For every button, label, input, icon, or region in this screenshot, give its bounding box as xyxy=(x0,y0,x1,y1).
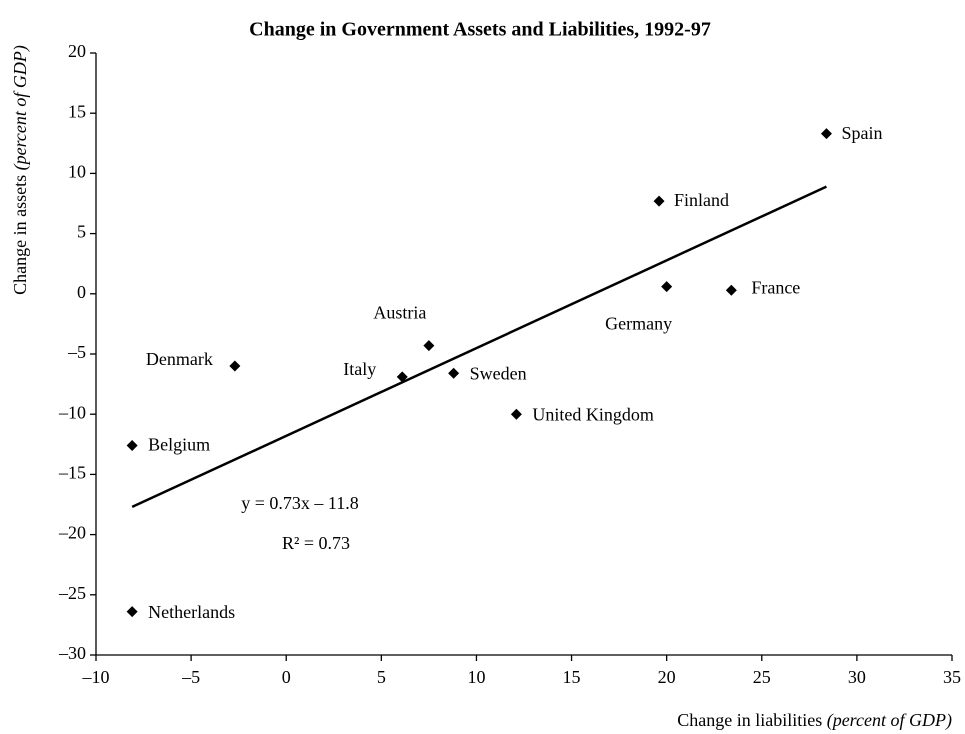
y-tick-label: –10 xyxy=(58,402,86,422)
x-tick-label: 30 xyxy=(848,667,866,687)
point xyxy=(396,371,408,383)
y-tick-label: –15 xyxy=(58,463,86,483)
y-tick-label: –25 xyxy=(58,583,86,603)
y-tick-label: –5 xyxy=(67,342,86,362)
y-tick-label: 5 xyxy=(77,222,86,242)
point-label: Netherlands xyxy=(148,602,235,622)
point xyxy=(661,281,673,293)
point xyxy=(423,340,435,352)
point-label: France xyxy=(751,277,800,297)
y-tick-label: –20 xyxy=(58,523,86,543)
x-tick-label: 35 xyxy=(943,667,961,687)
point-label: Germany xyxy=(605,314,672,334)
y-axis-label: Change in assets (percent of GDP) xyxy=(10,45,31,295)
x-tick-label: 5 xyxy=(377,667,386,687)
point xyxy=(725,284,737,296)
trendline xyxy=(131,185,827,509)
annotation: R² = 0.73 xyxy=(282,533,350,553)
x-tick-label: 10 xyxy=(467,667,485,687)
chart-title: Change in Government Assets and Liabilit… xyxy=(249,19,711,41)
y-tick-label: 0 xyxy=(77,282,86,302)
point xyxy=(448,367,460,379)
point xyxy=(510,408,522,420)
x-tick-label: 20 xyxy=(658,667,676,687)
y-axis-label-text: Change in assets xyxy=(10,175,30,295)
x-tick-label: 15 xyxy=(563,667,581,687)
point xyxy=(653,195,665,207)
x-axis-label-text: Change in liabilities xyxy=(677,710,822,730)
point xyxy=(126,606,138,618)
point-label: United Kingdom xyxy=(532,404,654,424)
point-label: Italy xyxy=(343,359,376,379)
point xyxy=(820,128,832,140)
point-label: Finland xyxy=(674,190,729,210)
y-tick-label: 20 xyxy=(68,41,86,61)
y-tick-label: 10 xyxy=(68,162,86,182)
point xyxy=(229,360,241,372)
point xyxy=(126,440,138,452)
y-axis-label-note: (percent of GDP) xyxy=(10,45,31,170)
x-tick-label: 0 xyxy=(282,667,291,687)
x-tick-label: –5 xyxy=(181,667,200,687)
y-tick-label: 15 xyxy=(68,101,86,121)
point-label: Belgium xyxy=(148,435,210,455)
x-axis-label: Change in liabilities (percent of GDP) xyxy=(677,710,952,731)
point-label: Sweden xyxy=(470,363,527,383)
annotation: y = 0.73x – 11.8 xyxy=(241,493,358,513)
x-tick-label: –10 xyxy=(82,667,110,687)
point-label: Spain xyxy=(841,123,882,143)
y-tick-label: –30 xyxy=(58,643,86,663)
x-tick-label: 25 xyxy=(753,667,771,687)
point-label: Austria xyxy=(373,303,426,323)
point-label: Denmark xyxy=(146,349,213,369)
x-axis-label-note: (percent of GDP) xyxy=(827,710,952,731)
